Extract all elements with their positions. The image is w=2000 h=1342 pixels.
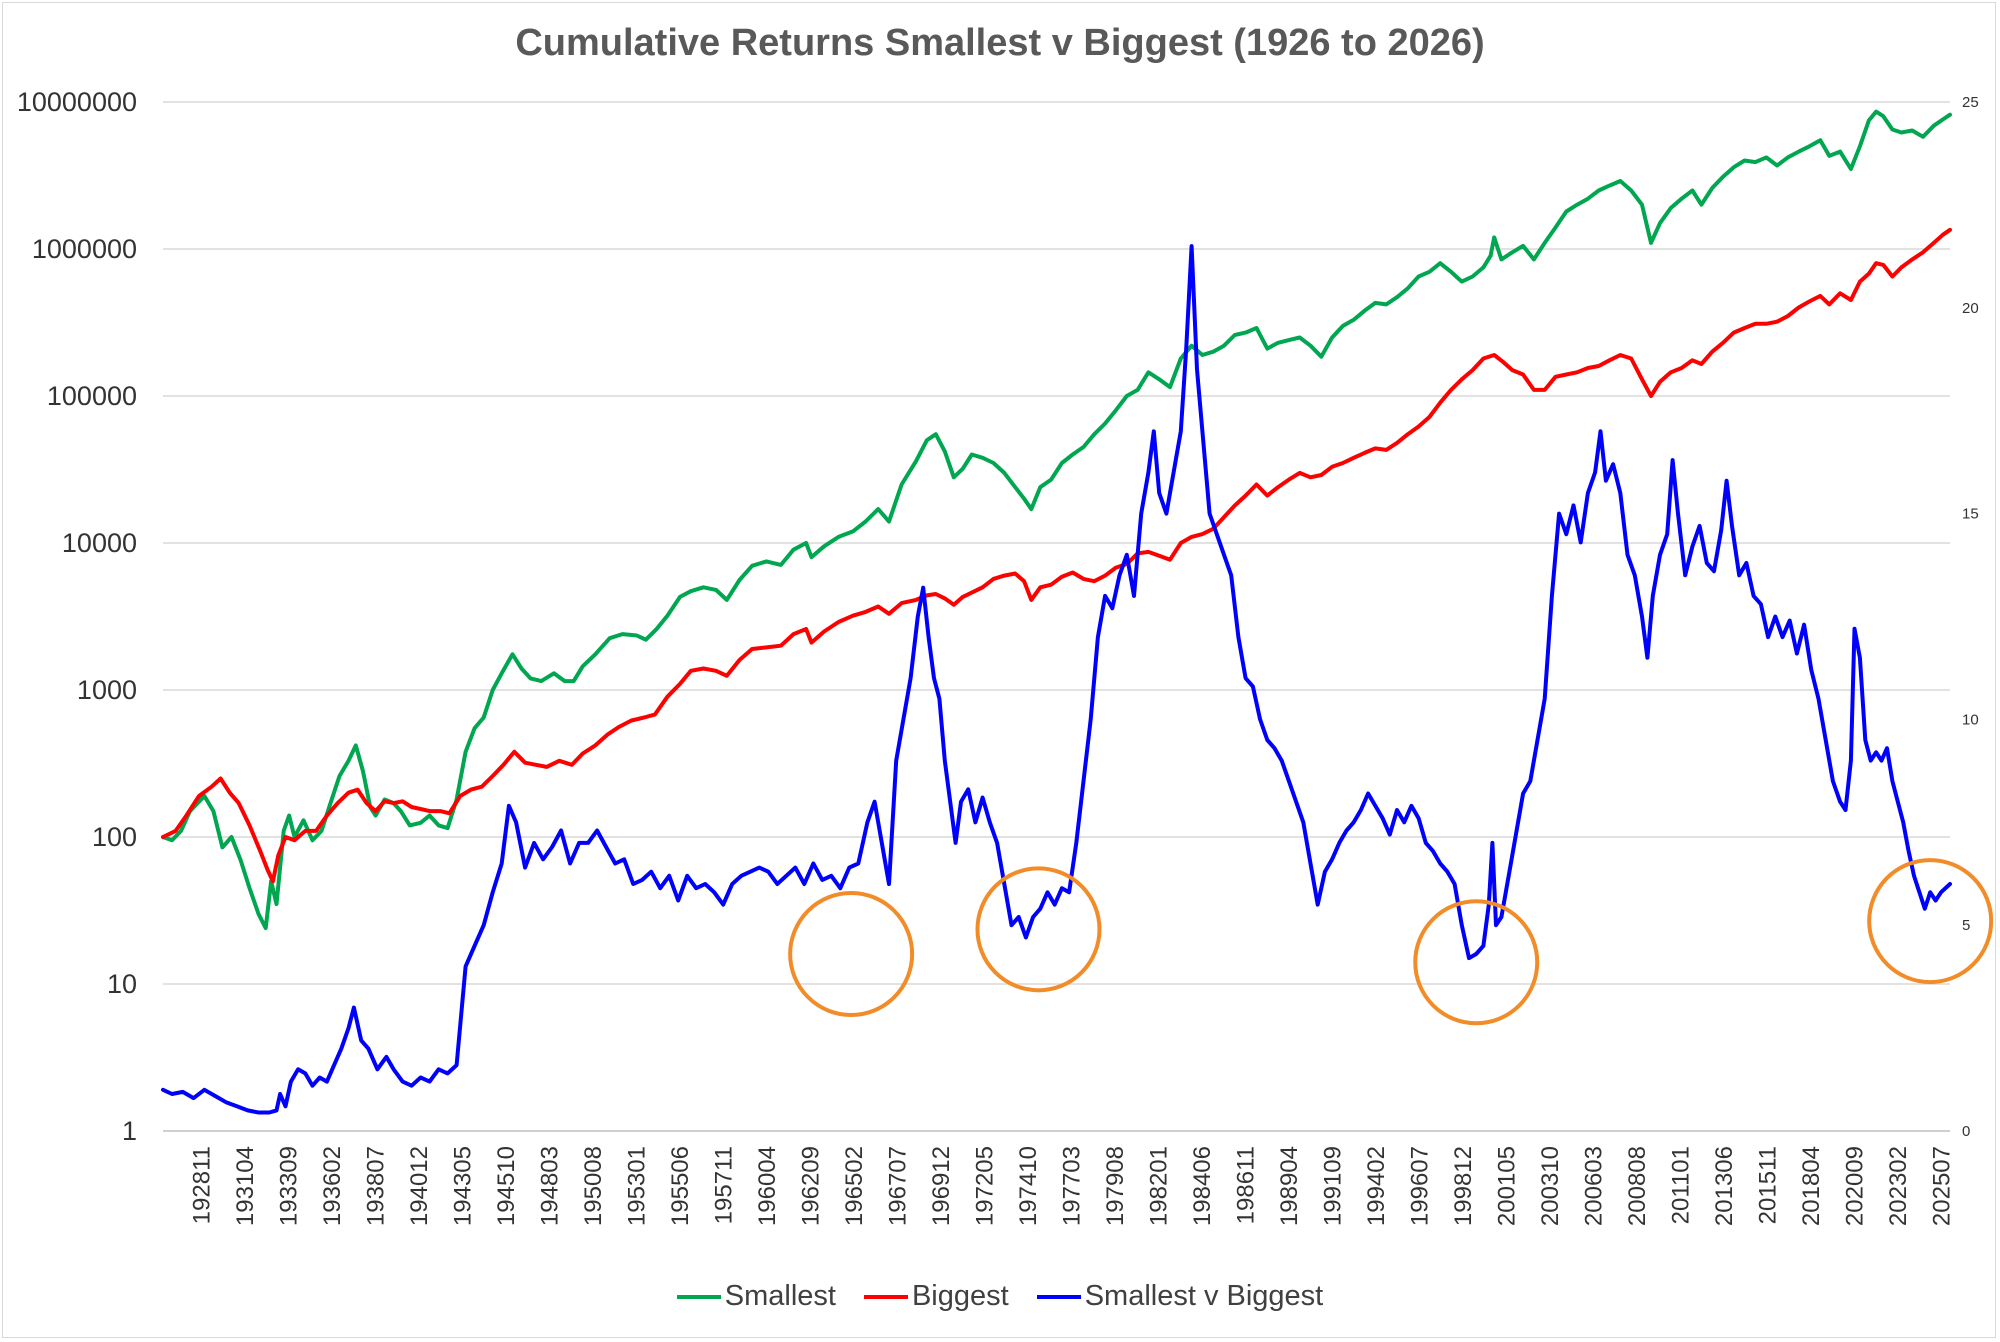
y-left-tick-label: 100000 (47, 381, 137, 411)
series-lines (161, 109, 1952, 1115)
x-tick-label: 198611 (1233, 1146, 1260, 1224)
x-tick-label: 193807 (363, 1146, 390, 1226)
x-tick-label: 198406 (1189, 1146, 1216, 1226)
x-tick-label: 198904 (1276, 1146, 1303, 1226)
x-tick-label: 197410 (1015, 1146, 1042, 1226)
x-tick-label: 195008 (580, 1146, 607, 1226)
legend-label-biggest: Biggest (911, 1280, 1009, 1312)
x-tick-label: 194012 (406, 1146, 433, 1226)
x-tick-label: 201101 (1668, 1146, 1695, 1224)
x-tick-label: 200808 (1624, 1146, 1651, 1226)
x-tick-label: 200310 (1537, 1146, 1564, 1226)
y-left-tick-label: 10000 (62, 528, 137, 558)
x-tick-label: 198201 (1146, 1146, 1173, 1226)
x-axis: 192811 193104 193309 193602 193807 194012 1943… (189, 1146, 1956, 1226)
annotation-circle (1413, 899, 1540, 1026)
y-left-tick-label: 10 (107, 969, 137, 999)
x-tick-label: 199109 (1320, 1146, 1347, 1226)
legend-item-biggest: Biggest (863, 1280, 1009, 1313)
x-tick-label: 195506 (667, 1146, 694, 1226)
x-tick-label: 202507 (1929, 1146, 1956, 1226)
x-tick-label: 193602 (319, 1146, 346, 1226)
series-line-smallest-v-biggest (161, 244, 1952, 1115)
chart-title: Cumulative Returns Smallest v Biggest (1… (515, 22, 1485, 64)
series-line-smallest (161, 109, 1952, 931)
y-axis-left: 1 10 100 1000 10000 100000 1000000 10000000 (17, 87, 137, 1146)
y-left-tick-label: 100 (92, 822, 137, 852)
x-tick-label: 201306 (1711, 1146, 1738, 1226)
x-tick-label: 199812 (1450, 1146, 1477, 1226)
legend-item-ratio: Smallest v Biggest (1036, 1280, 1324, 1313)
y-right-tick-label: 10 (1962, 711, 1979, 728)
legend-swatch-smallest (676, 1294, 721, 1299)
legend-swatch-ratio (1036, 1294, 1081, 1299)
y-right-tick-label: 0 (1962, 1123, 1970, 1140)
x-tick-label: 194305 (450, 1146, 477, 1226)
annotation-circle (975, 866, 1102, 993)
x-tick-label: 194510 (493, 1146, 520, 1226)
x-tick-label: 195301 (624, 1146, 651, 1226)
x-tick-label: 196912 (928, 1146, 955, 1226)
x-tick-label: 193309 (276, 1146, 303, 1226)
series-line-biggest (161, 227, 1952, 884)
y-left-tick-label: 1000000 (32, 234, 137, 264)
y-right-tick-label: 15 (1962, 506, 1979, 523)
x-tick-label: 201804 (1798, 1146, 1825, 1226)
x-tick-label: 197908 (1102, 1146, 1129, 1226)
y-left-tick-label: 1 (122, 1116, 137, 1146)
legend-label-ratio: Smallest v Biggest (1084, 1280, 1324, 1312)
grid-lines (163, 101, 1950, 1132)
x-tick-label: 202302 (1885, 1146, 1912, 1226)
y-right-tick-label: 25 (1962, 94, 1979, 111)
x-tick-label: 192811 (189, 1146, 216, 1224)
y-right-tick-label: 5 (1962, 917, 1970, 934)
x-tick-label: 197703 (1059, 1146, 1086, 1226)
legend-swatch-biggest (863, 1294, 908, 1299)
annotations (788, 858, 1994, 1026)
x-tick-label: 201511 (1755, 1146, 1782, 1224)
x-tick-label: 200105 (1494, 1146, 1521, 1226)
annotation-circle (788, 891, 915, 1018)
x-tick-label: 200603 (1581, 1146, 1608, 1226)
x-tick-label: 196707 (885, 1146, 912, 1226)
y-right-tick-label: 20 (1962, 300, 1979, 317)
x-tick-label: 197205 (972, 1146, 999, 1226)
y-left-tick-label: 1000 (77, 675, 137, 705)
legend: Smallest Biggest Smallest v Biggest (0, 1280, 2000, 1313)
x-tick-label: 199607 (1407, 1146, 1434, 1226)
legend-item-smallest: Smallest (676, 1280, 836, 1313)
x-tick-label: 193104 (232, 1146, 259, 1226)
x-tick-label: 196209 (798, 1146, 825, 1226)
x-tick-label: 196502 (841, 1146, 868, 1226)
x-tick-label: 195711 (711, 1146, 738, 1224)
x-tick-label: 194803 (537, 1146, 564, 1226)
y-left-tick-label: 10000000 (17, 87, 137, 117)
x-tick-label: 199402 (1363, 1146, 1390, 1226)
x-tick-label: 202009 (1842, 1146, 1869, 1226)
annotation-circle (1867, 858, 1994, 985)
y-axis-right: 0 5 10 15 20 25 (1962, 94, 1979, 1140)
x-tick-label: 196004 (754, 1146, 781, 1226)
legend-label-smallest: Smallest (724, 1280, 836, 1312)
